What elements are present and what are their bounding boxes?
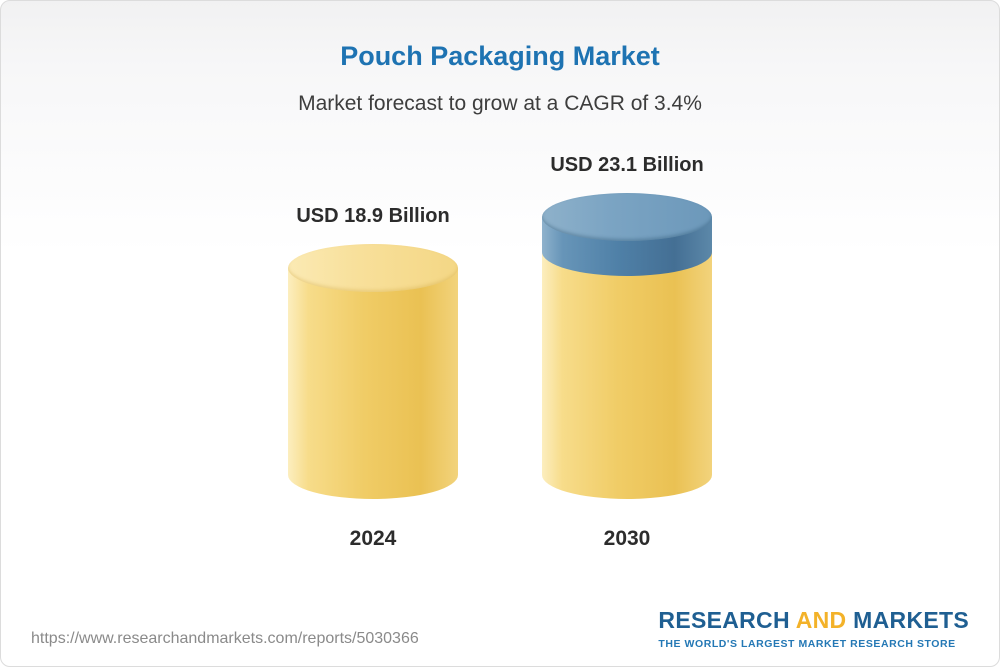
page-subtitle: Market forecast to grow at a CAGR of 3.4… xyxy=(298,92,702,115)
logo-word-and: AND xyxy=(795,607,847,633)
growth-cap-segment xyxy=(542,193,712,277)
report-url: https://www.researchandmarkets.com/repor… xyxy=(31,630,419,647)
cylinder-bar-2030 xyxy=(521,193,740,511)
logo-wordmark: RESEARCH AND MARKETS xyxy=(658,607,969,634)
chart-area: USD 18.9 Billion 2024 USD 23.1 Billion 2… xyxy=(1,154,999,551)
cylinder-top-ellipse xyxy=(542,193,712,241)
category-label-2030: 2030 xyxy=(603,526,651,550)
research-and-markets-logo: RESEARCH AND MARKETS THE WORLD'S LARGEST… xyxy=(658,607,969,650)
logo-tagline: THE WORLD'S LARGEST MARKET RESEARCH STOR… xyxy=(658,638,956,650)
cylinder-bar-2024 xyxy=(267,244,486,511)
cylinder-top-ellipse xyxy=(288,244,458,293)
value-label-2030: USD 23.1 Billion xyxy=(550,154,704,176)
footer: https://www.researchandmarkets.com/repor… xyxy=(31,607,969,650)
floor-shadow xyxy=(521,480,740,511)
category-label-2024: 2024 xyxy=(349,526,397,550)
bar-group-2030: USD 23.1 Billion 2030 xyxy=(521,154,740,551)
value-label-2024: USD 18.9 Billion xyxy=(296,205,450,228)
page-title: Pouch Packaging Market xyxy=(340,41,660,71)
logo-word-markets: MARKETS xyxy=(853,607,969,633)
logo-word-research: RESEARCH xyxy=(658,607,790,633)
header: Pouch Packaging Market Market forecast t… xyxy=(1,1,999,116)
bar-group-2024: USD 18.9 Billion 2024 xyxy=(267,205,486,551)
floor-shadow xyxy=(267,480,486,511)
